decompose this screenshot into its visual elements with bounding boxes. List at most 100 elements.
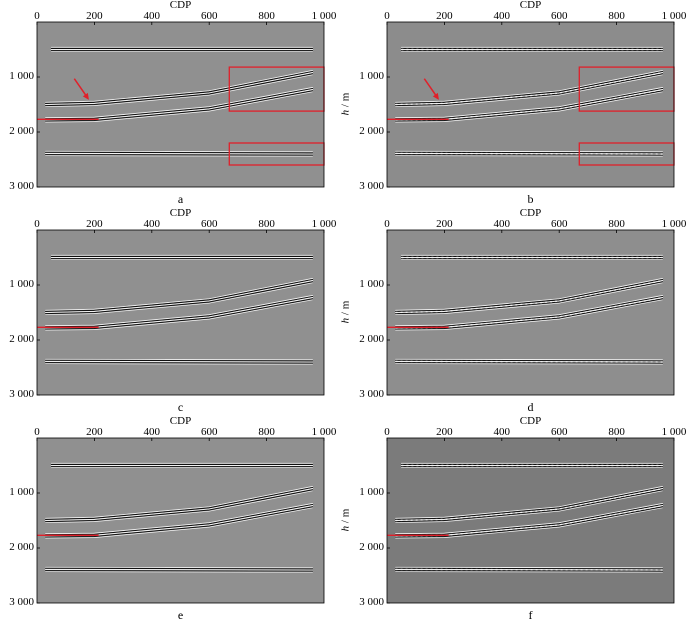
panel-label-b: b <box>527 192 534 206</box>
x-tick-label: 0 <box>34 218 40 230</box>
y-tick-label: 3 000 <box>359 388 384 400</box>
y-tick-label: 1 000 <box>359 486 384 498</box>
x-tick-label: 400 <box>143 10 161 22</box>
seismic-section-e <box>36 437 325 604</box>
x-tick-label: 800 <box>258 426 275 438</box>
x-tick-label: 600 <box>200 218 218 230</box>
y-tick-label: 3 000 <box>9 596 34 608</box>
red-arrow-head <box>82 92 89 100</box>
x-axis-title: CDP <box>169 207 192 219</box>
reflector-flat-bottom <box>45 566 314 573</box>
y-axis-title: h / m <box>0 300 1 323</box>
x-tick-label: 800 <box>258 218 275 230</box>
seismic-section-c <box>36 229 325 396</box>
panel-label-e: e <box>177 608 184 622</box>
x-tick-label: 600 <box>550 218 568 230</box>
reflector-flat-bottom <box>395 566 664 573</box>
x-tick-label: 200 <box>86 218 103 230</box>
x-tick-label: 1 000 <box>661 218 687 230</box>
reflector-lower-dipping <box>395 87 664 123</box>
red-arrow <box>73 78 88 98</box>
reflector-flat-top <box>50 46 314 53</box>
y-tick-label: 1 000 <box>9 70 34 82</box>
y-tick-label: 3 000 <box>359 596 384 608</box>
panel-label-d: d <box>527 400 534 414</box>
y-tick-label: 3 000 <box>9 180 34 192</box>
x-axis-title: CDP <box>169 0 192 11</box>
x-tick-label: 200 <box>436 10 453 22</box>
x-axis-title: CDP <box>519 207 542 219</box>
x-tick-label: 400 <box>493 10 511 22</box>
x-tick-label: 600 <box>550 10 568 22</box>
x-axis-title: CDP <box>169 415 192 427</box>
y-tick-label: 1 000 <box>9 278 34 290</box>
x-tick-label: 1 000 <box>661 10 687 22</box>
seismic-section-b <box>386 21 675 188</box>
x-tick-label: 0 <box>384 218 390 230</box>
y-tick-label: 2 000 <box>359 333 384 345</box>
x-tick-label: 600 <box>200 10 218 22</box>
x-tick-label: 0 <box>384 10 390 22</box>
x-axis-title: CDP <box>519 0 542 11</box>
plot-frame <box>386 21 675 188</box>
x-tick-label: 800 <box>608 10 625 22</box>
reflector-flat-top <box>50 254 314 261</box>
x-tick-label: 1 000 <box>311 426 337 438</box>
reflector-upper-dipping <box>45 277 314 316</box>
x-tick-label: 800 <box>608 426 625 438</box>
y-tick-label: 2 000 <box>359 541 384 553</box>
reflector-upper-dipping <box>45 69 314 108</box>
reflector-flat-top <box>400 254 664 261</box>
panel-b: 0 200 400 600 800 1 000 1 000 2 000 3 000 CDP h / … <box>339 0 700 208</box>
reflector-upper-dipping <box>395 277 664 316</box>
y-axis-title: h / m <box>0 508 1 531</box>
panel-a: 0 200 400 600 800 1 000 1 000 2 000 3 000 CDP h / … <box>0 0 350 208</box>
reflector-flat-bottom <box>395 150 664 157</box>
plot-frame <box>36 21 325 188</box>
y-tick-label: 2 000 <box>9 125 34 137</box>
panel-label-f: f <box>528 608 533 622</box>
y-tick-label: 2 000 <box>9 333 34 345</box>
plot-frame <box>386 437 675 604</box>
x-tick-label: 600 <box>200 426 218 438</box>
x-axis-title: CDP <box>519 415 542 427</box>
reflector-lower-dipping <box>45 87 314 123</box>
x-tick-label: 1 000 <box>311 218 337 230</box>
panel-d: 0 200 400 600 800 1 000 1 000 2 000 3 000 CDP h / … <box>339 207 700 416</box>
plot-frame <box>386 229 675 396</box>
reflector-flat-top <box>400 462 664 469</box>
x-tick-label: 1 000 <box>661 426 687 438</box>
x-tick-label: 400 <box>493 426 511 438</box>
x-tick-label: 200 <box>436 218 453 230</box>
y-axis-title: h / m <box>0 92 1 115</box>
seismic-section-f <box>386 437 675 604</box>
y-axis-title: h / m <box>339 92 352 115</box>
plot-frame <box>36 437 325 604</box>
x-tick-label: 800 <box>258 10 275 22</box>
x-tick-label: 200 <box>86 10 103 22</box>
x-tick-label: 400 <box>493 218 511 230</box>
panel-f: 0 200 400 600 800 1 000 1 000 2 000 3 000 CDP h / … <box>339 415 700 624</box>
x-tick-label: 0 <box>34 10 40 22</box>
red-arrow <box>423 78 438 98</box>
y-axis-title: h / m <box>339 508 352 531</box>
x-tick-label: 1 000 <box>311 10 337 22</box>
seismic-section-a <box>36 21 325 188</box>
reflector-flat-top <box>400 46 664 53</box>
plot-frame <box>36 229 325 396</box>
x-tick-label: 200 <box>86 426 103 438</box>
y-tick-label: 3 000 <box>9 388 34 400</box>
x-tick-label: 0 <box>384 426 390 438</box>
y-tick-label: 1 000 <box>9 486 34 498</box>
seismic-section-d <box>386 229 675 396</box>
x-tick-label: 0 <box>34 426 40 438</box>
panel-c: 0 200 400 600 800 1 000 1 000 2 000 3 000 CDP h / … <box>0 207 350 416</box>
y-axis-title: h / m <box>339 300 352 323</box>
x-tick-label: 200 <box>436 426 453 438</box>
y-tick-label: 1 000 <box>359 278 384 290</box>
reflector-flat-bottom <box>395 358 664 365</box>
y-tick-label: 2 000 <box>9 541 34 553</box>
x-tick-label: 800 <box>608 218 625 230</box>
y-tick-label: 1 000 <box>359 70 384 82</box>
panel-label-a: a <box>177 192 184 206</box>
